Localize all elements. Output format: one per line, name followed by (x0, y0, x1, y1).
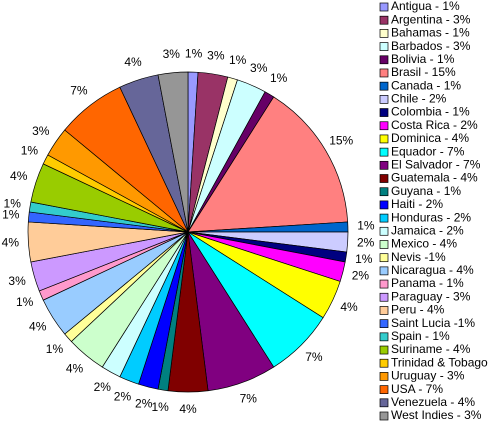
legend-label: Colombia - 1% (391, 105, 470, 119)
legend-label: Uruguay - 3% (391, 369, 465, 383)
legend-swatch (379, 55, 389, 65)
legend-swatch (379, 147, 389, 157)
legend-label: West Indies - 3% (391, 408, 482, 421)
legend-swatch (379, 174, 389, 183)
slice-label: 2% (357, 235, 375, 249)
legend-swatch (379, 200, 389, 210)
legend-label: Brasil - 15% (391, 65, 456, 79)
legend-swatch (379, 266, 389, 276)
legend-label: Guatemala - 4% (391, 171, 478, 185)
slice-label: 3% (8, 274, 26, 288)
legend-label: Haiti - 2% (391, 197, 443, 211)
slice-label: 2% (94, 380, 112, 394)
legend-label: Saint Lucia -1% (391, 316, 475, 330)
legend-swatch (379, 42, 389, 51)
slice-label: 2% (135, 397, 153, 411)
slice-label: 4% (10, 169, 28, 183)
slice-label: 1% (185, 46, 203, 60)
legend-label: El Salvador - 7% (391, 157, 481, 171)
slice-label: 1% (21, 143, 39, 157)
legend-label: Mexico - 4% (391, 237, 457, 251)
slice-label: 3% (207, 48, 225, 62)
legend-swatch (379, 226, 389, 236)
legend-swatch (379, 279, 389, 289)
legend-swatch (379, 398, 389, 408)
slice-label: 3% (250, 61, 268, 75)
legend-swatch (379, 15, 389, 25)
legend-label: Trinidad & Tobago (391, 355, 488, 369)
legend-label: Dominica - 4% (391, 131, 469, 145)
legend-label: Equador - 7% (391, 144, 465, 158)
slice-label: 1% (355, 252, 373, 266)
legend-label: Honduras - 2% (391, 210, 471, 224)
legend-label: Jamaica - 2% (391, 223, 464, 237)
slice-label: 1% (151, 400, 169, 414)
legend-label: Barbados - 3% (391, 39, 471, 53)
pie-slice (187, 96, 349, 233)
slice-label: 15% (329, 134, 353, 148)
legend-label: Panama - 1% (391, 276, 464, 290)
legend-swatch (379, 29, 389, 38)
legend-swatch (379, 121, 389, 131)
legend-swatch (379, 332, 389, 342)
slice-label: 4% (2, 235, 20, 249)
legend-swatch (379, 68, 389, 78)
slice-label: 4% (124, 55, 142, 69)
legend-label: Argentina - 3% (391, 12, 471, 26)
legend-label: Guyana - 1% (391, 184, 461, 198)
legend-swatch (379, 240, 389, 249)
legend-swatch (379, 134, 389, 144)
slice-label: 1% (2, 207, 20, 221)
legend-swatch (379, 160, 389, 170)
legend-label: Bahamas - 1% (391, 26, 470, 40)
slice-label: 1% (4, 196, 22, 210)
slice-label: 1% (229, 53, 247, 67)
legend-swatch (379, 213, 389, 223)
slice-label: 4% (340, 300, 358, 314)
slice-label: 1% (16, 295, 34, 309)
slice-label: 1% (357, 219, 375, 233)
legend-label: Costa Rica - 2% (391, 118, 478, 132)
legend-swatch (379, 95, 389, 104)
legend-label: Canada - 1% (391, 78, 461, 92)
slice-label: 7% (240, 392, 258, 406)
slice-label: 7% (70, 84, 88, 98)
slice-label: 4% (29, 320, 47, 334)
slice-label: 2% (352, 268, 370, 282)
slice-label: 7% (305, 350, 323, 364)
slice-label: 1% (46, 342, 64, 356)
legend-swatch (379, 319, 389, 328)
legend-swatch (379, 345, 389, 355)
legend-swatch (379, 385, 389, 394)
legend-label: Peru - 4% (391, 303, 445, 317)
legend-label: Chile - 2% (391, 92, 447, 106)
legend-swatch (379, 372, 389, 381)
legend-label: Antigua - 1% (391, 0, 460, 13)
legend-swatch (379, 108, 389, 117)
legend-label: Nevis -1% (391, 250, 446, 264)
legend-swatch (379, 2, 389, 12)
legend-swatch (379, 358, 389, 368)
legend-label: Spain - 1% (391, 329, 450, 343)
legend-swatch (379, 411, 389, 421)
slice-label: 3% (32, 124, 50, 138)
legend-label: Bolivia - 1% (391, 52, 455, 66)
pie-slice (157, 71, 189, 233)
slice-label: 4% (179, 402, 197, 416)
slice-label: 3% (163, 47, 181, 61)
slice-label: 2% (114, 390, 132, 404)
legend-label: USA - 7% (391, 382, 443, 396)
slice-label: 4% (66, 361, 84, 375)
legend-swatch (379, 81, 389, 91)
legend-label: Venezuela - 4% (391, 395, 475, 409)
legend-label: Suriname - 4% (391, 342, 471, 356)
legend-label: Paraguay - 3% (391, 289, 471, 303)
legend-swatch (379, 306, 389, 315)
legend-swatch (379, 253, 389, 263)
legend-swatch (379, 292, 389, 302)
legend-label: Nicaragua - 4% (391, 263, 474, 277)
slice-label: 1% (270, 71, 288, 85)
legend-swatch (379, 187, 389, 197)
